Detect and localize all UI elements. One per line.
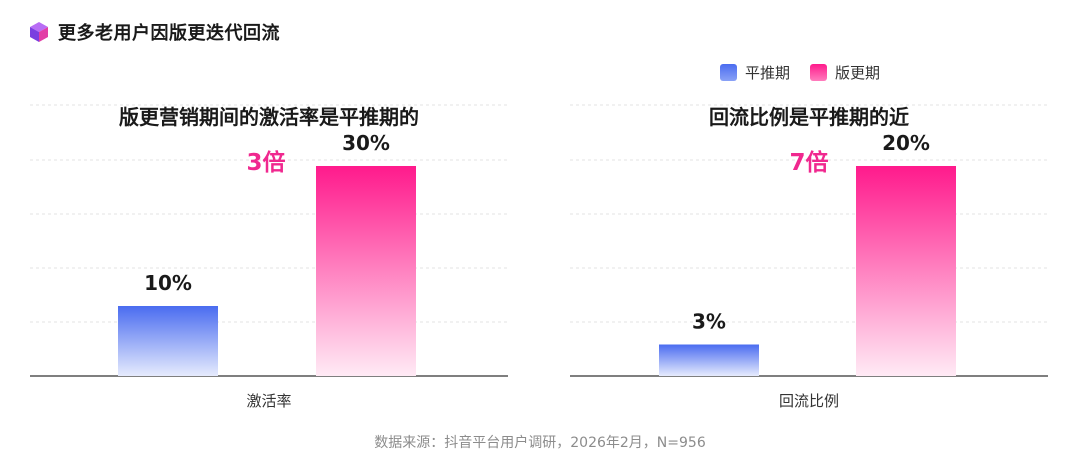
bar-value-label: 20% (882, 131, 930, 155)
legend-label-update-period: 版更期 (835, 64, 881, 82)
data-source-note: 数据来源：抖音平台用户调研，2026年2月，N=956 (374, 435, 706, 451)
bar-value-label: 30% (342, 131, 390, 155)
legend: 平推期 版更期 (720, 62, 880, 83)
legend-swatch-blue (720, 64, 737, 81)
page-title: 更多老用户因版更迭代回流 (58, 23, 280, 44)
cube-logo-icon (30, 22, 48, 42)
chart-title: 版更营销期间的激活率是平推期的 (119, 105, 419, 129)
header: 更多老用户因版更迭代回流 (28, 19, 280, 45)
legend-label-flat-period: 平推期 (745, 64, 791, 82)
bar-update-period (316, 166, 416, 376)
bar-value-label: 10% (144, 271, 192, 295)
legend-swatch-pink (810, 64, 828, 81)
chart-title: 回流比例是平推期的近 (709, 105, 909, 129)
chart-panel-1: 版更营销期间的激活率是平推期的 3倍 10% 30% 激活率 (30, 104, 508, 410)
chart-highlight: 7倍 (789, 149, 828, 176)
x-category-label: 激活率 (246, 392, 291, 410)
bar-value-label: 3% (692, 310, 726, 334)
bar-update-period (856, 166, 956, 376)
chart-highlight: 3倍 (246, 149, 285, 176)
chart-panel-2: 回流比例是平推期的近 7倍 3% 20% 回流比例 (570, 104, 1048, 410)
bar-flat-period (118, 306, 218, 376)
bar-flat-period (659, 344, 759, 376)
legend-item-update-period: 版更期 (810, 62, 880, 83)
x-category-label: 回流比例 (779, 392, 839, 410)
legend-item-flat-period: 平推期 (720, 62, 790, 83)
